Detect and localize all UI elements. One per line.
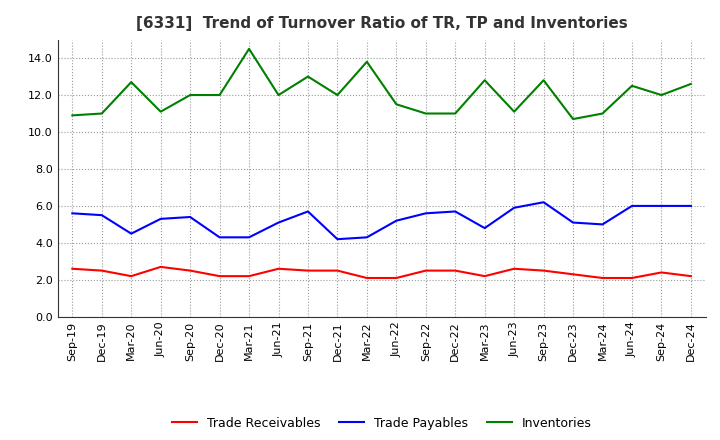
Trade Receivables: [304, 268, 312, 273]
Trade Receivables: [127, 274, 135, 279]
Inventories: [156, 109, 165, 114]
Trade Payables: [392, 218, 400, 224]
Trade Payables: [569, 220, 577, 225]
Inventories: [539, 77, 548, 83]
Inventories: [392, 102, 400, 107]
Inventories: [480, 77, 489, 83]
Trade Payables: [657, 203, 666, 209]
Inventories: [510, 109, 518, 114]
Inventories: [687, 81, 696, 87]
Legend: Trade Receivables, Trade Payables, Inventories: Trade Receivables, Trade Payables, Inven…: [166, 412, 597, 435]
Line: Inventories: Inventories: [72, 49, 691, 119]
Trade Payables: [215, 235, 224, 240]
Trade Payables: [451, 209, 459, 214]
Trade Payables: [628, 203, 636, 209]
Inventories: [304, 74, 312, 79]
Trade Receivables: [68, 266, 76, 271]
Trade Payables: [274, 220, 283, 225]
Trade Payables: [68, 211, 76, 216]
Trade Receivables: [480, 274, 489, 279]
Inventories: [68, 113, 76, 118]
Trade Payables: [127, 231, 135, 236]
Inventories: [127, 80, 135, 85]
Trade Receivables: [628, 275, 636, 281]
Trade Receivables: [451, 268, 459, 273]
Inventories: [598, 111, 607, 116]
Trade Payables: [363, 235, 372, 240]
Inventories: [451, 111, 459, 116]
Title: [6331]  Trend of Turnover Ratio of TR, TP and Inventories: [6331] Trend of Turnover Ratio of TR, TP…: [136, 16, 627, 32]
Inventories: [215, 92, 224, 98]
Trade Payables: [156, 216, 165, 221]
Trade Receivables: [274, 266, 283, 271]
Trade Receivables: [569, 271, 577, 277]
Trade Receivables: [392, 275, 400, 281]
Trade Receivables: [657, 270, 666, 275]
Trade Receivables: [421, 268, 430, 273]
Trade Payables: [333, 237, 342, 242]
Trade Receivables: [598, 275, 607, 281]
Trade Payables: [421, 211, 430, 216]
Trade Payables: [186, 214, 194, 220]
Trade Payables: [539, 200, 548, 205]
Trade Receivables: [687, 274, 696, 279]
Line: Trade Payables: Trade Payables: [72, 202, 691, 239]
Trade Receivables: [215, 274, 224, 279]
Trade Payables: [97, 213, 106, 218]
Trade Payables: [245, 235, 253, 240]
Trade Receivables: [363, 275, 372, 281]
Trade Receivables: [333, 268, 342, 273]
Trade Receivables: [245, 274, 253, 279]
Trade Payables: [510, 205, 518, 210]
Inventories: [628, 83, 636, 88]
Inventories: [363, 59, 372, 64]
Inventories: [657, 92, 666, 98]
Trade Receivables: [156, 264, 165, 270]
Inventories: [333, 92, 342, 98]
Trade Receivables: [97, 268, 106, 273]
Inventories: [245, 46, 253, 51]
Inventories: [186, 92, 194, 98]
Trade Payables: [687, 203, 696, 209]
Trade Receivables: [186, 268, 194, 273]
Inventories: [421, 111, 430, 116]
Inventories: [274, 92, 283, 98]
Trade Payables: [304, 209, 312, 214]
Trade Receivables: [539, 268, 548, 273]
Inventories: [97, 111, 106, 116]
Inventories: [569, 117, 577, 122]
Trade Receivables: [510, 266, 518, 271]
Trade Payables: [598, 222, 607, 227]
Line: Trade Receivables: Trade Receivables: [72, 267, 691, 278]
Trade Payables: [480, 225, 489, 231]
